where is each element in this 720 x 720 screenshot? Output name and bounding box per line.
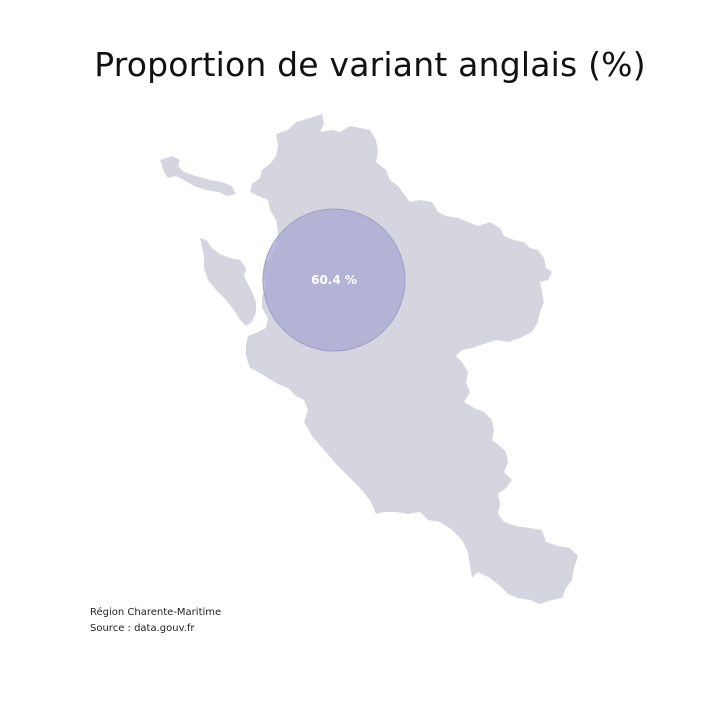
bubble-label: 60.4 % (311, 273, 357, 287)
proportion-bubble (262, 208, 406, 352)
mainland (246, 114, 578, 604)
island-oleron (200, 238, 256, 326)
footnote-region: Région Charente-Maritime (90, 607, 222, 618)
footnote-source: Source : data.gouv.fr (90, 623, 195, 634)
department-shape (160, 114, 578, 604)
island-re (160, 156, 236, 196)
page-title: Proportion de variant anglais (%) (94, 45, 646, 84)
